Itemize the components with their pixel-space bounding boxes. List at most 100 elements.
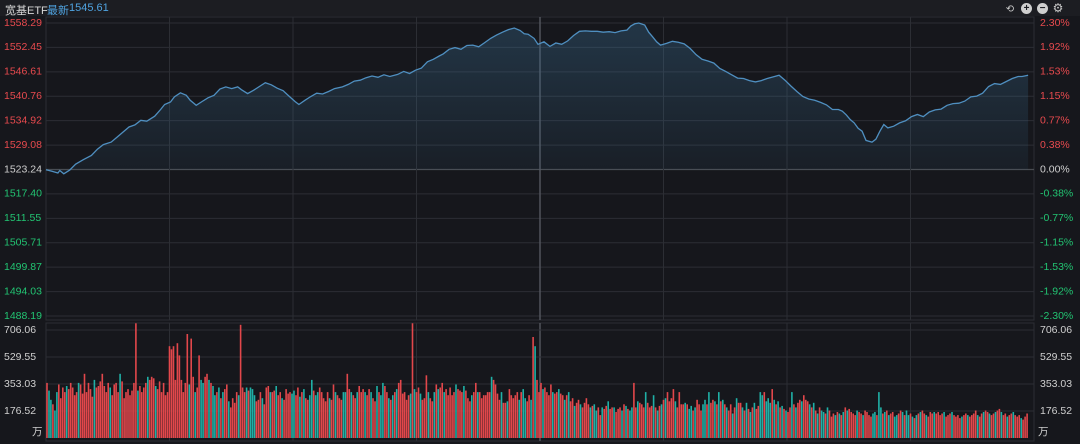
- volume-bar: [607, 401, 609, 438]
- volume-bar: [93, 379, 96, 438]
- volume-bar: [878, 392, 880, 438]
- volume-bar: [929, 412, 932, 438]
- volume-bar: [413, 389, 416, 438]
- volume-bar: [731, 413, 734, 438]
- volume-bar: [688, 408, 690, 438]
- volume-bar: [575, 402, 578, 438]
- volume-bar: [158, 381, 161, 438]
- volume-bar: [571, 398, 574, 438]
- volume-bar: [360, 392, 362, 438]
- volume-bar: [757, 405, 760, 438]
- instrument-name: 宽基ETF: [5, 5, 48, 17]
- volume-bar: [380, 395, 382, 438]
- latest-label: 最新: [47, 5, 69, 17]
- volume-bar: [876, 415, 878, 438]
- volume-bar: [1024, 416, 1026, 438]
- volume-bar: [915, 415, 918, 438]
- volume-bar: [239, 324, 242, 438]
- reset-icon[interactable]: ⟲: [1005, 3, 1015, 15]
- volume-bar: [810, 407, 813, 438]
- volume-bar: [297, 387, 299, 438]
- volume-bar: [911, 416, 914, 438]
- volume-bar: [806, 401, 809, 438]
- volume-bar: [579, 404, 582, 438]
- volume-bar: [117, 392, 119, 438]
- volume-bar: [437, 389, 439, 438]
- volume-bar: [808, 404, 811, 438]
- volume-bar: [407, 395, 410, 438]
- percent-tick-label: 1.15%: [1040, 90, 1070, 102]
- volume-bar: [318, 387, 321, 438]
- volume-bar: [949, 413, 951, 438]
- volume-bar: [690, 405, 692, 438]
- volume-bar: [988, 413, 991, 438]
- volume-bar: [751, 407, 754, 438]
- volume-bar: [858, 412, 860, 438]
- volume-bar: [889, 413, 892, 438]
- volume-bar: [536, 379, 538, 438]
- volume-bar: [275, 386, 277, 438]
- volume-bar: [421, 399, 424, 438]
- volume-bar: [700, 410, 702, 438]
- volume-bar: [305, 398, 307, 438]
- volume-bar: [235, 392, 238, 438]
- volume-bar: [627, 408, 629, 438]
- volume-bar: [712, 399, 714, 438]
- volume-bar: [314, 395, 317, 438]
- zoom-in-icon[interactable]: +: [1021, 3, 1032, 14]
- settings-icon[interactable]: ⚙: [1052, 1, 1064, 15]
- volume-bar: [658, 405, 661, 438]
- volume-bar: [593, 404, 596, 438]
- volume-bar: [1012, 412, 1015, 438]
- volume-bar: [781, 405, 783, 438]
- volume-bar: [152, 378, 155, 438]
- volume-bar: [698, 404, 700, 438]
- volume-bar: [190, 338, 192, 438]
- volume-bar: [477, 392, 479, 438]
- percent-tick-label: -1.53%: [1040, 261, 1073, 273]
- volume-bar: [884, 412, 886, 438]
- price-tick-label: 1499.87: [4, 261, 42, 273]
- volume-bar: [441, 382, 443, 438]
- volume-bar: [639, 402, 641, 438]
- volume-bar: [293, 390, 295, 438]
- volume-bar: [382, 382, 384, 438]
- volume-bar: [131, 390, 133, 438]
- volume-bar: [980, 413, 983, 438]
- volume-bar: [336, 395, 339, 438]
- volume-bar: [998, 408, 1001, 438]
- volume-bar: [672, 389, 675, 438]
- volume-bar: [192, 376, 194, 438]
- zoom-out-icon[interactable]: −: [1037, 3, 1048, 14]
- volume-bar: [826, 407, 829, 438]
- volume-bar: [409, 393, 412, 438]
- volume-bar: [249, 387, 252, 438]
- price-tick-label: 1552.45: [4, 41, 42, 53]
- volume-bar: [597, 407, 600, 438]
- volume-bar: [498, 399, 501, 438]
- volume-bar: [115, 382, 117, 438]
- volume-bar: [46, 382, 48, 438]
- price-tick-label: 1488.19: [4, 310, 42, 322]
- volume-bar: [196, 387, 198, 438]
- volume-bar: [176, 343, 179, 438]
- volume-bar: [755, 408, 758, 438]
- volume-bar: [633, 382, 635, 438]
- volume-bar: [500, 392, 503, 438]
- volume-bar: [569, 401, 572, 438]
- volume-bar: [463, 386, 465, 438]
- percent-tick-label: 0.00%: [1040, 163, 1070, 175]
- volume-bar: [943, 412, 945, 438]
- volume-tick-label-right: 706.06: [1040, 324, 1072, 336]
- volume-bar: [623, 404, 625, 438]
- volume-bar: [615, 412, 617, 438]
- volume-bar: [903, 415, 906, 438]
- volume-bar: [799, 399, 801, 438]
- volume-bar: [415, 392, 418, 438]
- volume-bar: [346, 373, 349, 438]
- volume-bar: [990, 415, 993, 438]
- volume-bar: [559, 393, 562, 438]
- volume-bar: [494, 384, 497, 438]
- volume-bar: [848, 408, 850, 438]
- volume-bar: [101, 373, 104, 438]
